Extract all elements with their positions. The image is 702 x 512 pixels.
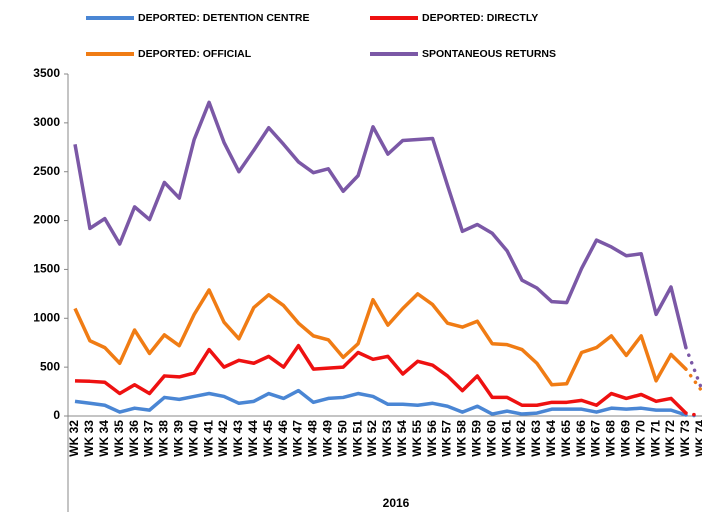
series-line bbox=[73, 288, 688, 387]
x-tick-label: WK 56 bbox=[425, 420, 439, 457]
x-tick-label: WK 45 bbox=[261, 420, 275, 457]
x-tick-label: WK 70 bbox=[633, 420, 647, 457]
x-axis-label: 2016 bbox=[383, 496, 410, 510]
y-tick-label: 0 bbox=[53, 408, 60, 422]
x-tick-label: WK 39 bbox=[171, 420, 185, 457]
x-tick-label: WK 41 bbox=[201, 420, 215, 457]
x-tick-label: WK 43 bbox=[231, 420, 245, 457]
x-tick-label: WK 73 bbox=[678, 420, 692, 457]
projection-line bbox=[684, 345, 702, 389]
x-tick-label: WK 58 bbox=[455, 420, 469, 457]
y-tick-label: 500 bbox=[40, 359, 60, 373]
x-tick-label: WK 62 bbox=[514, 420, 528, 457]
x-tick-label: WK 72 bbox=[663, 420, 677, 457]
x-tick-label: WK 46 bbox=[276, 420, 290, 457]
x-tick-label: WK 57 bbox=[440, 420, 454, 457]
y-tick-label: 3000 bbox=[33, 115, 60, 129]
x-tick-label: WK 34 bbox=[97, 420, 111, 457]
x-tick-label: WK 48 bbox=[306, 420, 320, 457]
projection-line bbox=[684, 367, 702, 392]
x-tick-label: WK 68 bbox=[604, 420, 618, 457]
y-tick-label: 2500 bbox=[33, 164, 60, 178]
legend-label: DEPORTED: DETENTION CENTRE bbox=[138, 12, 310, 24]
x-tick-label: WK 50 bbox=[335, 420, 349, 457]
x-tick-label: WK 65 bbox=[559, 420, 573, 457]
series-line bbox=[74, 388, 687, 417]
x-tick-label: WK 37 bbox=[142, 420, 156, 457]
y-tick-label: 3500 bbox=[33, 66, 60, 80]
x-tick-label: WK 47 bbox=[291, 420, 305, 457]
x-tick-label: WK 67 bbox=[589, 420, 603, 457]
x-tick-label: WK 52 bbox=[365, 420, 379, 457]
legend-label: SPONTANEOUS RETURNS bbox=[422, 48, 556, 60]
projection-line bbox=[684, 411, 702, 418]
x-tick-label: WK 36 bbox=[127, 420, 141, 457]
x-tick-label: WK 44 bbox=[246, 420, 260, 457]
x-tick-label: WK 59 bbox=[469, 420, 483, 457]
x-tick-label: WK 64 bbox=[544, 420, 558, 457]
series-line bbox=[74, 343, 688, 415]
x-tick-label: WK 61 bbox=[499, 420, 513, 457]
x-tick-label: WK 51 bbox=[350, 420, 364, 457]
x-tick-label: WK 49 bbox=[320, 420, 334, 457]
x-tick-label: WK 33 bbox=[82, 420, 96, 457]
x-tick-label: WK 74 bbox=[693, 420, 702, 457]
legend-label: DEPORTED: DIRECTLY bbox=[422, 12, 538, 24]
x-tick-label: WK 38 bbox=[157, 420, 171, 457]
legend-label: DEPORTED: OFFICIAL bbox=[138, 48, 252, 60]
series-line bbox=[73, 100, 688, 349]
x-tick-label: WK 71 bbox=[648, 420, 662, 457]
y-tick-label: 1000 bbox=[33, 310, 60, 324]
x-tick-label: WK 42 bbox=[216, 420, 230, 457]
x-tick-label: WK 63 bbox=[529, 420, 543, 457]
y-tick-label: 2000 bbox=[33, 213, 60, 227]
x-tick-label: WK 53 bbox=[380, 420, 394, 457]
x-tick-label: WK 55 bbox=[410, 420, 424, 457]
x-tick-label: WK 54 bbox=[395, 420, 409, 457]
x-tick-label: WK 66 bbox=[574, 420, 588, 457]
x-tick-label: WK 35 bbox=[112, 420, 126, 457]
x-tick-label: WK 32 bbox=[67, 420, 81, 457]
x-tick-label: WK 69 bbox=[618, 420, 632, 457]
x-tick-label: WK 60 bbox=[484, 420, 498, 457]
y-tick-label: 1500 bbox=[33, 262, 60, 276]
x-tick-label: WK 40 bbox=[186, 420, 200, 457]
